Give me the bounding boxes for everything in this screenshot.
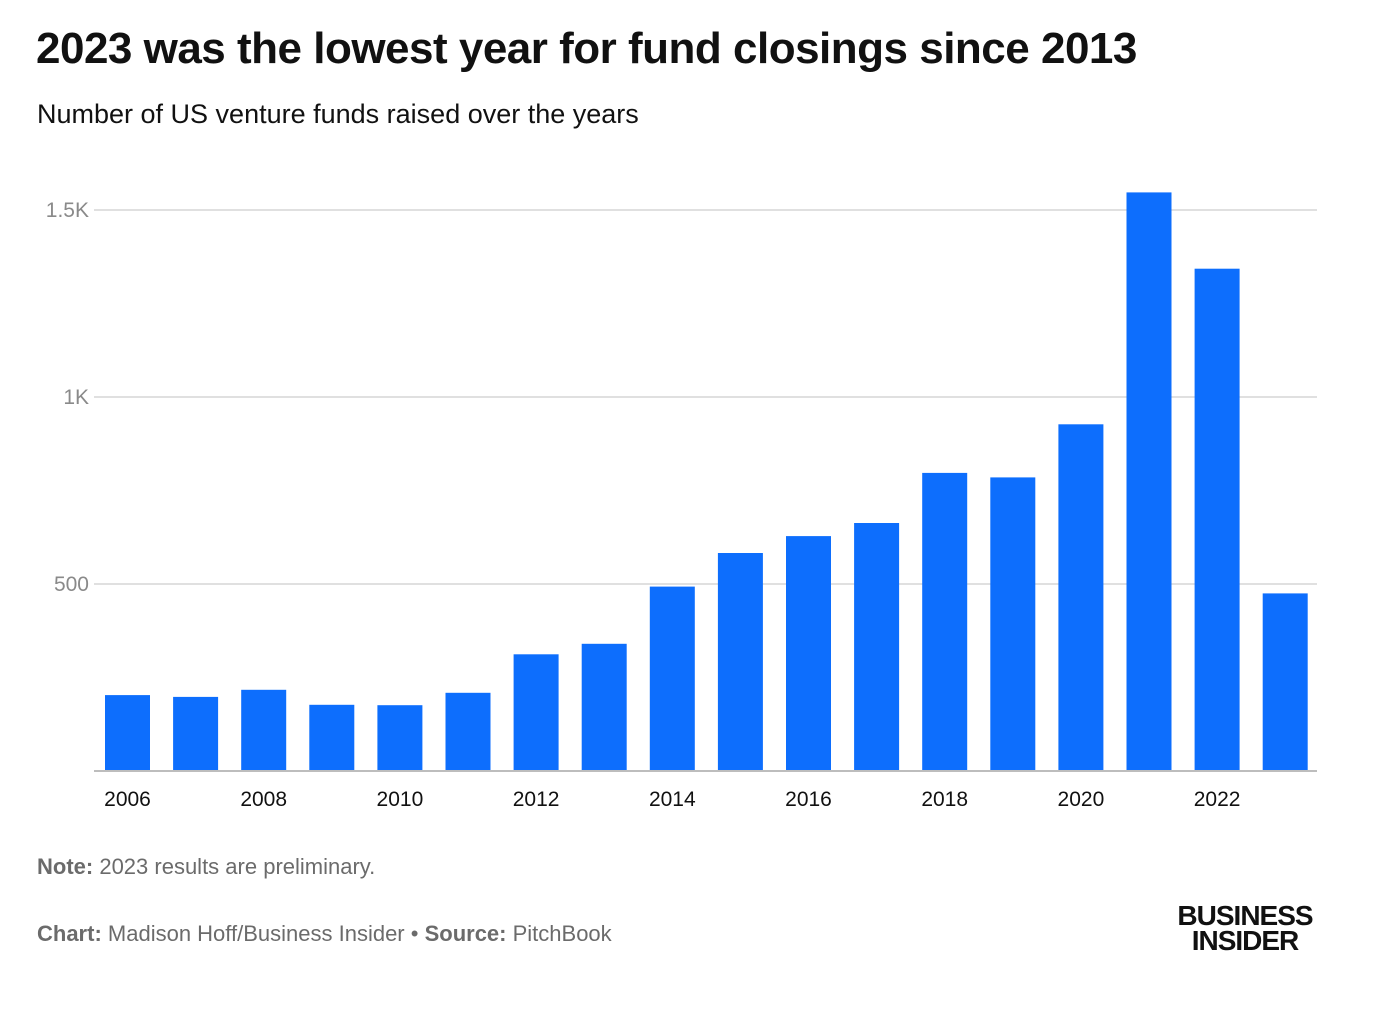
- gridlines: [94, 209, 1317, 585]
- bar-2014: [649, 586, 695, 771]
- chart-credit: Chart: Madison Hoff/Business Insider • S…: [37, 919, 612, 949]
- bar-2019: [990, 477, 1036, 771]
- bar-2020: [1058, 424, 1104, 771]
- bar-2009: [309, 704, 355, 771]
- x-tick-label: 2018: [921, 788, 968, 811]
- note-label: Note:: [37, 854, 94, 879]
- y-tick-label: 1K: [63, 386, 89, 409]
- logo-line-2: INSIDER: [1191, 925, 1300, 956]
- x-tick-label: 2020: [1058, 788, 1105, 811]
- tick-labels: 500 1K 1.5K 2006 2008 2010 2012 2014 2016 2018 202…: [46, 199, 1241, 811]
- bar-2013: [581, 643, 627, 771]
- chart-title: 2023 was the lowest year for fund closin…: [36, 24, 1137, 73]
- chart-credit-text: Madison Hoff/Business Insider: [101, 921, 405, 946]
- chart-credit-label: Chart:: [37, 921, 102, 946]
- y-tick-label: 500: [54, 573, 89, 596]
- bar-2006: [105, 695, 150, 771]
- note-text: 2023 results are preliminary.: [93, 854, 376, 879]
- bar-2022: [1194, 268, 1240, 771]
- x-tick-label: 2008: [240, 788, 287, 811]
- bar-2016: [786, 536, 831, 771]
- bar-2023: [1262, 593, 1308, 771]
- business-insider-logo: BUSINESS INSIDER: [1170, 900, 1320, 956]
- logo-line-1: BUSINESS: [1177, 900, 1313, 931]
- bar-2011: [445, 692, 491, 771]
- x-tick-label: 2022: [1194, 788, 1241, 811]
- bar-2008: [241, 689, 287, 771]
- x-tick-label: 2012: [513, 788, 560, 811]
- y-tick-label: 1.5K: [46, 199, 89, 222]
- source-label: Source:: [424, 921, 507, 946]
- bars: [105, 192, 1308, 771]
- credit-separator: •: [404, 921, 425, 946]
- x-tick-label: 2016: [785, 788, 832, 811]
- x-tick-label: 2014: [649, 788, 696, 811]
- bar-2021: [1126, 192, 1172, 771]
- source-text: PitchBook: [506, 921, 612, 946]
- x-tick-label: 2006: [104, 788, 151, 811]
- bar-2015: [717, 553, 763, 771]
- bar-2017: [854, 523, 900, 771]
- bar-2007: [173, 696, 219, 771]
- chart-subtitle: Number of US venture funds raised over t…: [37, 99, 639, 129]
- chart-note: Note: 2023 results are preliminary.: [37, 852, 375, 882]
- bar-2018: [922, 472, 968, 771]
- bar-2010: [377, 705, 423, 771]
- bar-2012: [513, 654, 559, 771]
- x-tick-label: 2010: [377, 788, 424, 811]
